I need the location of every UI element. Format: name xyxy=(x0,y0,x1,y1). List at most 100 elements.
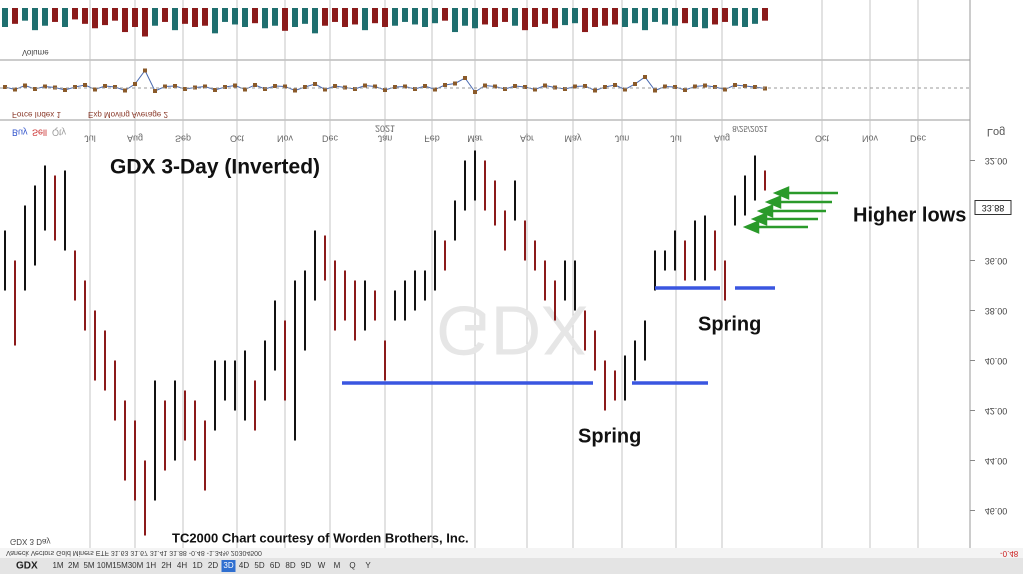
force-dot xyxy=(103,84,107,88)
force-dot xyxy=(443,83,447,87)
volume-bar xyxy=(202,8,208,26)
volume-bar xyxy=(242,8,248,27)
timeframe-button[interactable]: 4D xyxy=(239,561,249,570)
timeframe-button[interactable]: 2H xyxy=(161,561,171,570)
force-overlay-label: Exp Moving Average 2 xyxy=(88,110,168,119)
volume-bar xyxy=(402,8,408,22)
volume-bar xyxy=(632,8,638,24)
timeframe-button[interactable]: 5D xyxy=(254,561,264,570)
force-dot xyxy=(93,87,97,92)
timeframe-button[interactable]: Y xyxy=(365,561,371,570)
volume-bar xyxy=(702,8,708,29)
force-dot xyxy=(673,85,677,89)
force-dot xyxy=(183,87,187,91)
timeframe-button[interactable]: 3D xyxy=(223,561,233,570)
volume-bar xyxy=(142,8,148,37)
x-tick-label: Nov xyxy=(862,134,879,144)
volume-bar xyxy=(32,8,38,31)
force-dot xyxy=(213,88,217,92)
y-tick-label-group: 36.00 xyxy=(985,256,1008,266)
credit: TC2000 Chart courtesy of Worden Brothers… xyxy=(172,530,469,545)
x-tick-label-group: Dec xyxy=(910,134,927,144)
volume-bar xyxy=(62,8,68,27)
volume-bar xyxy=(162,8,168,22)
force-label: Force Index 1 xyxy=(12,110,61,119)
order-button: Sell xyxy=(32,128,47,138)
volume-bar xyxy=(282,8,288,31)
x-tick-label-group: May xyxy=(564,134,582,144)
volume-bar xyxy=(442,8,448,21)
volume-bar xyxy=(52,8,58,22)
force-dot xyxy=(3,85,7,89)
x-tick-label: Nov xyxy=(277,134,294,144)
year-label-group: 2021 xyxy=(375,124,395,134)
force-dot xyxy=(653,88,657,93)
timeframe-button[interactable]: 8D xyxy=(285,561,295,570)
x-tick-label: Jul xyxy=(670,134,682,144)
volume-bar xyxy=(762,8,768,21)
annotation: Spring xyxy=(578,425,641,447)
force-dot xyxy=(583,84,587,88)
volume-bar xyxy=(262,8,268,29)
timeframe-button[interactable]: 10M xyxy=(97,561,113,570)
x-tick-label-group: Jul xyxy=(84,134,96,144)
date-label: 8/25/2021 xyxy=(732,124,768,133)
timeframe-button[interactable]: Q xyxy=(349,561,355,570)
volume-bar xyxy=(372,8,378,24)
last-price-label: 33.88 xyxy=(982,203,1005,213)
y-tick-label: 42.00 xyxy=(985,406,1008,416)
y-tick-label: 32.00 xyxy=(985,156,1008,166)
watermark: GDX xyxy=(436,292,588,370)
x-tick-label: Dec xyxy=(322,134,339,144)
volume-bar xyxy=(392,8,398,26)
x-tick-label-group: Sep xyxy=(175,134,191,144)
x-tick-label-group: Dec xyxy=(322,134,339,144)
timeframe-button[interactable]: 2M xyxy=(68,561,79,570)
volume-bar xyxy=(232,8,238,25)
timeframe-button[interactable]: 2D xyxy=(208,561,218,570)
x-tick-label: Aug xyxy=(714,134,730,144)
timeframe-button[interactable]: 30M xyxy=(128,561,144,570)
symbol[interactable]: GDX xyxy=(16,561,38,572)
volume-bar xyxy=(122,8,128,33)
timeframe-button[interactable]: W xyxy=(318,561,326,570)
volume-label: Volume xyxy=(22,48,49,57)
timeframe-button[interactable]: 15M xyxy=(112,561,128,570)
force-dot xyxy=(433,87,437,92)
volume-bar xyxy=(542,8,548,24)
force-dot xyxy=(323,87,327,92)
timeframe-button[interactable]: 4H xyxy=(177,561,187,570)
force-dot xyxy=(533,87,537,92)
force-dot xyxy=(13,87,17,92)
order-button-group: Buy xyxy=(12,128,28,138)
volume-bar xyxy=(362,8,368,31)
annotation: Higher lows xyxy=(853,204,966,226)
volume-bar xyxy=(742,8,748,27)
force-dot xyxy=(423,84,427,88)
timeframe-button[interactable]: 1H xyxy=(146,561,156,570)
timeframe-button[interactable]: 1D xyxy=(192,561,202,570)
volume-bar xyxy=(712,8,718,25)
timeframe-button[interactable]: 5M xyxy=(83,561,94,570)
status-bar xyxy=(0,548,1023,558)
force-dot xyxy=(83,83,87,87)
force-dot xyxy=(483,83,487,88)
x-tick-label-group: Mar xyxy=(467,134,483,144)
x-tick-label: Jan xyxy=(378,134,393,144)
volume-bar xyxy=(382,8,388,27)
y-tick-label: 36.00 xyxy=(985,256,1008,266)
timeframe-button[interactable]: 1M xyxy=(52,561,63,570)
force-dot xyxy=(43,84,47,89)
force-dot xyxy=(693,84,697,89)
volume-bar xyxy=(602,8,608,26)
volume-bar xyxy=(132,8,138,27)
volume-bar xyxy=(752,8,758,24)
timeframe-button[interactable]: 9D xyxy=(301,561,311,570)
status-line: Vaneck Vectors Gold Miners ETF 31.63 31.… xyxy=(6,549,262,556)
y-tick-label-group: 44.00 xyxy=(985,456,1008,466)
volume-bar xyxy=(332,8,338,22)
timeframe-button[interactable]: M xyxy=(334,561,341,570)
volume-bar xyxy=(562,8,568,26)
timeframe-button[interactable]: 6D xyxy=(270,561,280,570)
